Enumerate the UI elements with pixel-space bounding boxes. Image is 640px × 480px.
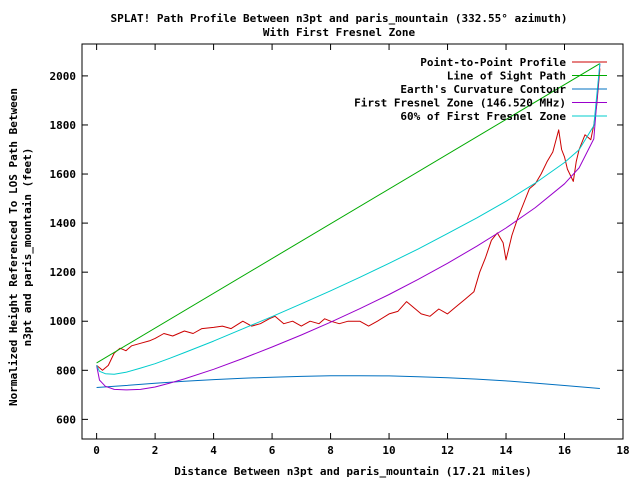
y-tick-label: 1400 — [50, 217, 77, 230]
legend-label: 60% of First Fresnel Zone — [400, 110, 566, 123]
x-tick-label: 6 — [269, 444, 276, 457]
y-axis-label-line1: Normalized Height Referenced To LOS Path… — [7, 88, 20, 406]
series-earth-s-curvature-contour — [96, 375, 600, 389]
series-point-to-point-profile — [96, 68, 601, 371]
y-tick-label: 600 — [56, 413, 76, 426]
y-axis-label-line2: n3pt and paris_mountain (feet) — [21, 148, 34, 347]
legend-label: First Fresnel Zone (146.520 MHz) — [354, 97, 566, 110]
chart-title-line1: SPLAT! Path Profile Between n3pt and par… — [111, 12, 568, 25]
x-tick-label: 18 — [616, 444, 629, 457]
y-tick-label: 1600 — [50, 168, 77, 181]
axis-ticks: 0 2 4 6 8 10 12 14 16 18 600 800 1000 1200 1400 1600 180… — [50, 44, 630, 457]
y-tick-label: 1800 — [50, 119, 77, 132]
x-tick-label: 0 — [93, 444, 100, 457]
x-tick-label: 14 — [499, 444, 513, 457]
legend-label: Point-to-Point Profile — [420, 56, 566, 69]
y-tick-label: 800 — [56, 364, 76, 377]
series-first-fresnel-zone-146-520-mhz — [96, 63, 601, 391]
y-tick-label: 2000 — [50, 70, 77, 83]
x-tick-label: 2 — [152, 444, 159, 457]
plot-frame — [81, 43, 624, 440]
series-line-of-sight-path — [96, 63, 601, 364]
x-axis-label: Distance Between n3pt and paris_mountain… — [174, 465, 532, 478]
y-tick-label: 1200 — [50, 266, 77, 279]
legend-label: Line of Sight Path — [447, 70, 566, 83]
series-60-of-first-fresnel-zone — [96, 63, 601, 375]
data-series — [96, 63, 601, 391]
x-tick-label: 10 — [382, 444, 395, 457]
x-tick-label: 8 — [327, 444, 334, 457]
x-tick-label: 16 — [558, 444, 572, 457]
x-tick-label: 4 — [210, 444, 217, 457]
y-tick-label: 1000 — [50, 315, 77, 328]
legend-label: Earth's Curvature Contour — [400, 83, 566, 96]
chart-title-line2: With First Fresnel Zone — [263, 26, 416, 39]
x-tick-label: 12 — [441, 444, 454, 457]
